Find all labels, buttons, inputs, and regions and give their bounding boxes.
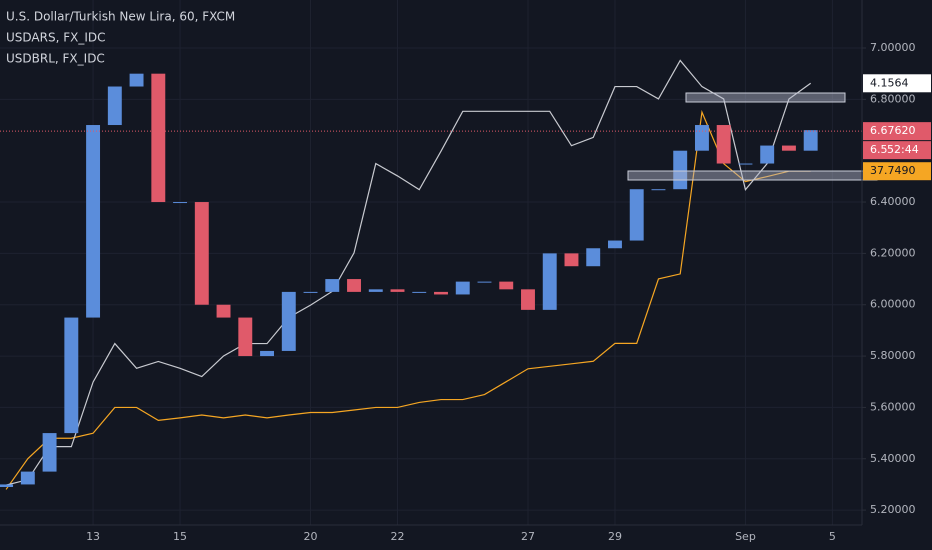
candle-body: [738, 163, 753, 165]
x-tick-label: 22: [391, 530, 405, 543]
candle-body: [129, 73, 144, 87]
candle-body: [521, 289, 535, 310]
countdown: 52:44: [887, 143, 919, 156]
candle-body: [564, 253, 579, 267]
candle-body: [781, 145, 796, 151]
y-tick-label: 6.00000: [870, 298, 916, 311]
legend-entry: USDBRL, FX_IDC: [6, 52, 105, 66]
candle-body: [64, 317, 79, 434]
candle-body: [260, 350, 274, 357]
candle-body: [586, 248, 601, 267]
candle-body: [0, 484, 14, 488]
candle-body: [368, 289, 383, 292]
series-last-tag: [863, 162, 931, 181]
legend-title: U.S. Dollar/Turkish New Lira, 60, FXCM: [6, 10, 235, 24]
legend-entry: USDARS, FX_IDC: [6, 31, 106, 45]
x-tick-label: 27: [521, 530, 535, 543]
candle-body: [194, 202, 209, 305]
series-last-label: 4.1564: [870, 76, 909, 89]
candle-body: [673, 150, 688, 190]
overlay-line: [5, 109, 811, 490]
candle-body: [608, 240, 622, 249]
y-tick-label: 6.20000: [870, 246, 916, 259]
candle-body: [303, 291, 318, 293]
candle-body: [173, 202, 188, 204]
y-tick-label: 5.40000: [870, 452, 916, 465]
candle-body: [455, 281, 470, 295]
y-tick-label: 6.40000: [870, 195, 916, 208]
candle-body: [499, 281, 514, 290]
last-price-label: 6.67620: [870, 124, 916, 137]
candle-body: [412, 291, 427, 293]
candle-body: [803, 130, 818, 151]
candle-body: [347, 279, 361, 292]
x-tick-label: 13: [86, 530, 100, 543]
series-last-tag: [863, 74, 931, 93]
candle-body: [390, 289, 405, 292]
overlay-line: [5, 59, 812, 486]
candle-body: [694, 125, 709, 151]
candle-body: [716, 125, 731, 164]
y-tick-label: 5.60000: [870, 400, 916, 413]
y-tick-label: 5.20000: [870, 503, 916, 516]
candle-body: [42, 433, 57, 472]
last-price-tag: [863, 122, 931, 141]
countdown-tag: [863, 141, 931, 160]
axes: 7.00000 6.80000 6.40000 6.20000 6.00000 5.800…: [86, 41, 931, 543]
drawing-rectangle[interactable]: [685, 92, 846, 103]
y-tick-label: 6.80000: [870, 92, 916, 105]
plot: [0, 59, 862, 490]
x-tick-label: 29: [608, 530, 622, 543]
candle-body: [151, 73, 166, 203]
candle-body: [542, 253, 557, 310]
candle-body: [107, 86, 122, 126]
candle-body: [434, 291, 448, 295]
countdown-price: 6.5: [870, 143, 888, 156]
candle-body: [651, 189, 666, 191]
candle-body: [281, 291, 296, 351]
x-tick-label: 20: [304, 530, 318, 543]
series-last-label: 37.7490: [870, 164, 916, 177]
drawing-rectangle[interactable]: [627, 170, 878, 181]
candle-body: [325, 279, 340, 292]
candle-body: [20, 471, 35, 485]
candle-body: [760, 145, 775, 164]
x-tick-label: Sep: [735, 530, 756, 543]
x-tick-label: 5: [829, 530, 836, 543]
candle-body: [238, 317, 253, 357]
grid: [0, 0, 862, 525]
candle-body: [86, 125, 101, 318]
y-tick-label: 7.00000: [870, 41, 916, 54]
candle-body: [629, 189, 644, 241]
x-tick-label: 15: [173, 530, 187, 543]
candle-body: [477, 281, 492, 283]
y-tick-label: 5.80000: [870, 349, 916, 362]
candle-body: [216, 304, 231, 318]
